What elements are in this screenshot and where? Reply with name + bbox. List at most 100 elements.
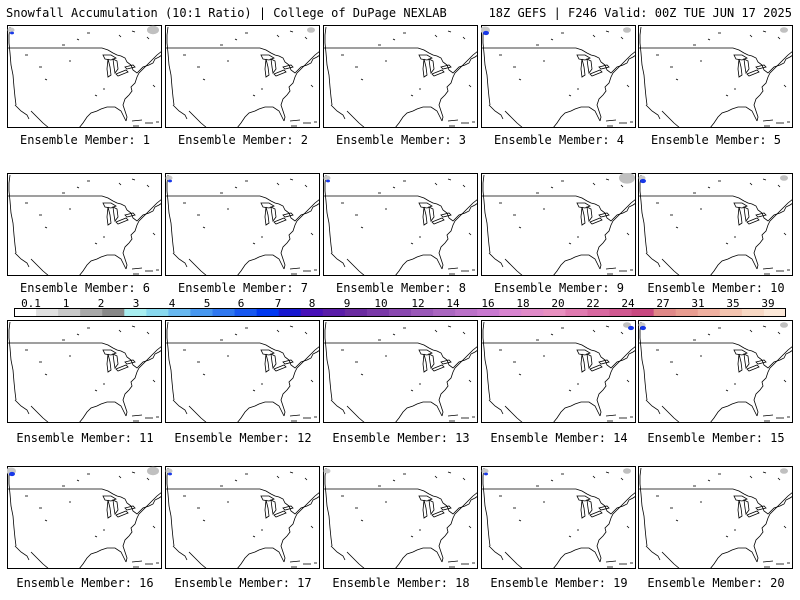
base-map [638,173,793,276]
base-map [7,173,162,276]
color-scale-label: 1 [62,297,70,310]
color-scale-swatch [719,308,743,317]
base-map [323,466,478,569]
member-map [7,173,162,276]
ensemble-panel [323,25,478,128]
color-scale-swatch [102,308,125,317]
base-map [165,25,320,128]
color-scale-swatch [256,308,280,317]
member-label: Ensemble Member: 3 [335,133,467,147]
snow-blue-nw [483,30,489,36]
snowfall-overlay [165,468,173,476]
color-scale-swatch [521,308,544,317]
color-scale-swatch [675,308,699,317]
color-scale-swatch [609,308,633,317]
color-scale-swatch [763,308,786,317]
color-scale-swatch [58,308,81,317]
color-scale-swatch [411,308,434,317]
color-scale-swatch [300,308,324,317]
ensemble-panel [7,25,162,128]
color-scale-swatch [212,308,236,317]
color-scale-label: 31 [691,297,705,310]
snow-gray-ne [780,468,788,474]
color-scale-label: 5 [203,297,211,310]
base-map [7,466,162,569]
snow-gray-ne [623,27,631,33]
color-scale-swatch [168,308,191,317]
color-scale-label: 10 [374,297,388,310]
snow-blue-nw [640,325,646,331]
base-map [323,25,478,128]
snow-blue-ne [628,325,634,331]
color-scale-label: 22 [586,297,600,310]
color-scale-swatch [499,308,522,317]
color-scale-label: 12 [411,297,425,310]
snowfall-overlay [307,27,315,33]
member-label: Ensemble Member: 4 [493,133,625,147]
base-map [481,320,636,423]
snowfall-overlay [780,27,788,33]
color-scale-swatch [146,308,169,317]
member-map [7,320,162,423]
color-scale-swatch [477,308,500,317]
base-map [638,466,793,569]
color-scale-swatch [388,308,412,317]
ensemble-panel [481,173,636,276]
snow-gray-ne [619,173,635,184]
snow-blue-nw [10,31,14,35]
base-map [7,320,162,423]
ensemble-panel [7,320,162,423]
snow-gray-nw [7,27,15,33]
member-label: Ensemble Member: 13 [332,431,470,445]
member-label: Ensemble Member: 19 [490,576,628,590]
member-map [481,173,636,276]
color-scale-swatch [278,308,302,317]
base-map [638,320,793,423]
member-map [481,320,636,423]
header-run-info: 18Z GEFS | F246 Valid: 00Z TUE JUN 17 20… [488,6,792,20]
snow-gray-ne [780,175,788,181]
snowfall-overlay [481,26,631,36]
base-map [481,466,636,569]
color-scale-swatch [366,308,390,317]
color-scale-swatch [543,308,566,317]
member-label: Ensemble Member: 10 [647,281,785,295]
member-map [165,320,320,423]
member-label: Ensemble Member: 12 [174,431,312,445]
member-map [481,466,636,569]
color-scale-label: 6 [237,297,245,310]
ensemble-panel [165,320,320,423]
member-label: Ensemble Member: 2 [177,133,309,147]
color-scale-label: 4 [168,297,176,310]
color-scale-label: 18 [516,297,530,310]
snow-blue-nw [168,179,172,183]
color-scale-label: 8 [308,297,316,310]
snow-gray-ne [780,322,788,328]
member-map [638,320,793,423]
base-map [323,320,478,423]
color-scale-label: 3 [132,297,140,310]
ensemble-panel [165,173,320,276]
member-map [323,320,478,423]
snow-blue-nw [484,472,488,476]
snow-gray-nw [323,175,331,181]
snow-gray-ne [147,25,159,35]
base-map [481,25,636,128]
member-label: Ensemble Member: 7 [177,281,309,295]
snowfall-overlay [638,322,788,331]
snow-blue-nw [168,472,172,476]
snowfall-overlay [7,25,159,35]
snowfall-overlay [780,468,788,474]
base-map [165,173,320,276]
member-label: Ensemble Member: 11 [16,431,154,445]
color-scale-label: 39 [761,297,775,310]
member-map [638,173,793,276]
snow-gray-ne [623,468,631,474]
color-scale-swatch [587,308,611,317]
base-map [7,25,162,128]
snowfall-overlay [623,322,634,331]
color-scale-swatch [80,308,103,317]
ensemble-panel [481,320,636,423]
member-label: Ensemble Member: 5 [650,133,782,147]
ensemble-panel [323,173,478,276]
